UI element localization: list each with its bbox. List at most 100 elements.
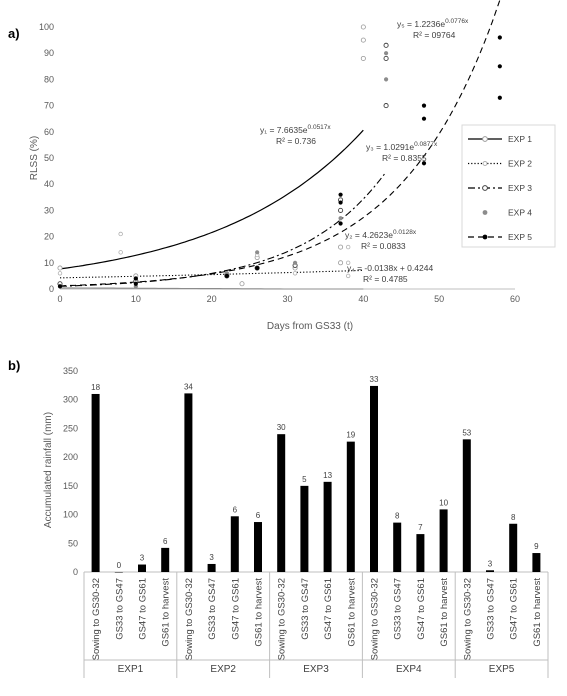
y-tick-label-rainfall: 300 [63, 395, 78, 405]
bar [509, 523, 518, 572]
data-point-exp-2 [118, 231, 123, 237]
data-point-exp-2 [292, 271, 298, 276]
bar [254, 522, 262, 572]
bar-data-label: 7 [418, 523, 423, 532]
bar-data-label: 53 [462, 428, 471, 437]
category-label: Sowing to GS30-32 [184, 578, 195, 660]
category-label: GS61 to harvest [532, 578, 543, 647]
group-label: EXP2 [210, 664, 236, 675]
category-label: GS61 to harvest [254, 578, 265, 647]
category-label: GS47 to GS61 [230, 578, 241, 640]
trendline-equation: y₃ = 1.0291e0.0877x [366, 141, 438, 152]
group-label: EXP3 [303, 664, 329, 675]
bar-data-label: 13 [323, 471, 332, 480]
x-axis-title: Days from GS33 (t) [267, 321, 353, 332]
trend-line-exp-1 [59, 129, 364, 270]
data-point-exp-4 [255, 250, 260, 255]
data-point-exp-3 [383, 55, 389, 61]
bar [439, 509, 448, 572]
data-point-exp-1 [239, 281, 245, 287]
y-tick-label: 80 [44, 74, 54, 84]
trend-line-exp-2 [60, 269, 364, 279]
bar-data-label: 0 [117, 561, 122, 570]
bar-data-label: 6 [233, 505, 238, 514]
y-tick-label: 20 [44, 232, 54, 242]
bar [346, 441, 355, 572]
x-tick-label: 20 [207, 294, 217, 304]
bar [532, 553, 541, 572]
category-label: Sowing to GS30-32 [91, 578, 102, 660]
bar [462, 439, 471, 572]
category-label: GS47 to GS61 [138, 578, 149, 640]
y-tick-label: 50 [44, 153, 54, 163]
trend-line-exp-3 [59, 171, 387, 287]
y-tick-label: 70 [44, 101, 54, 111]
rlss-scatter-chart: 0 10 20 30 40 50 60 0 10 20 30 40 50 60 70 80 90 100 y₁ = … [39, 0, 556, 304]
legend-marker-swatch [482, 210, 488, 215]
y-tick-label-rainfall: 200 [63, 452, 78, 462]
bar-data-label: 8 [511, 513, 516, 522]
data-point-exp-4 [338, 216, 343, 221]
data-point-exp-5 [497, 95, 502, 100]
category-label: GS33 to GS47 [393, 578, 404, 640]
trendline-equation: y₄ = -0.0138x + 0.4244 [347, 263, 433, 273]
category-label: GS47 to GS61 [416, 578, 427, 640]
legend-entry-label: EXP 4 [508, 208, 532, 218]
data-point-exp-2 [345, 260, 351, 265]
group-label: EXP1 [118, 664, 144, 675]
data-point-exp-1 [338, 260, 344, 266]
bar-data-label: 6 [256, 511, 261, 520]
bar-data-label: 3 [488, 559, 493, 568]
bar [277, 434, 286, 572]
bar-data-label: 33 [370, 375, 379, 384]
bar [114, 572, 123, 573]
panel-a-label: a) [8, 26, 20, 41]
data-point-exp-4 [383, 77, 389, 82]
bar [230, 516, 239, 572]
legend-entry-label: EXP 5 [508, 232, 532, 242]
bar-data-label: 19 [346, 431, 355, 440]
data-point-exp-5 [224, 273, 229, 278]
data-point-exp-5 [421, 116, 427, 121]
y-tick-label-rainfall: 100 [63, 510, 78, 520]
y-tick-label-rainfall: 150 [63, 481, 78, 491]
bar-data-label: 30 [277, 423, 286, 432]
category-label: Sowing to GS30-32 [370, 578, 381, 660]
data-point-exp-4 [383, 51, 389, 56]
bar [207, 563, 216, 572]
data-point-exp-1 [360, 24, 366, 30]
legend-marker-swatch [482, 234, 488, 240]
data-point-exp-1 [338, 244, 344, 250]
data-point-exp-3 [383, 103, 389, 109]
legend-marker-swatch [482, 161, 488, 166]
data-point-exp-4 [292, 260, 298, 265]
bar-data-label: 8 [395, 512, 400, 521]
trendline-r-squared: R² = 0.736 [276, 136, 316, 146]
data-point-exp-5 [338, 200, 343, 205]
data-point-exp-2 [345, 244, 351, 250]
data-point-exp-2 [57, 271, 63, 276]
trendline-r-squared: R² = 09764 [413, 30, 456, 40]
category-label: GS61 to harvest [439, 578, 450, 647]
legend-marker-swatch [482, 185, 488, 191]
y-tick-label: 90 [44, 48, 54, 58]
x-tick-label: 50 [434, 294, 444, 304]
legend-entry-label: EXP 2 [508, 159, 532, 169]
bar [161, 547, 170, 572]
data-point-exp-1 [360, 37, 366, 43]
data-point-exp-5 [338, 221, 343, 226]
category-label: GS33 to GS47 [486, 578, 497, 640]
trendline-r-squared: R² = 0.8355 [382, 153, 427, 163]
trend-line-exp-5 [59, 0, 501, 287]
category-label: GS33 to GS47 [300, 578, 311, 640]
category-label: GS47 to GS61 [509, 578, 520, 640]
legend-entry-label: EXP 3 [508, 183, 532, 193]
bar [416, 534, 425, 572]
y-tick-label-rainfall: 50 [68, 538, 78, 548]
bar [184, 393, 193, 572]
panel-b-label: b) [8, 358, 20, 373]
trendline-r-squared: R² = 0.4785 [363, 274, 408, 284]
data-point-exp-1 [360, 55, 366, 61]
bar [91, 393, 100, 572]
